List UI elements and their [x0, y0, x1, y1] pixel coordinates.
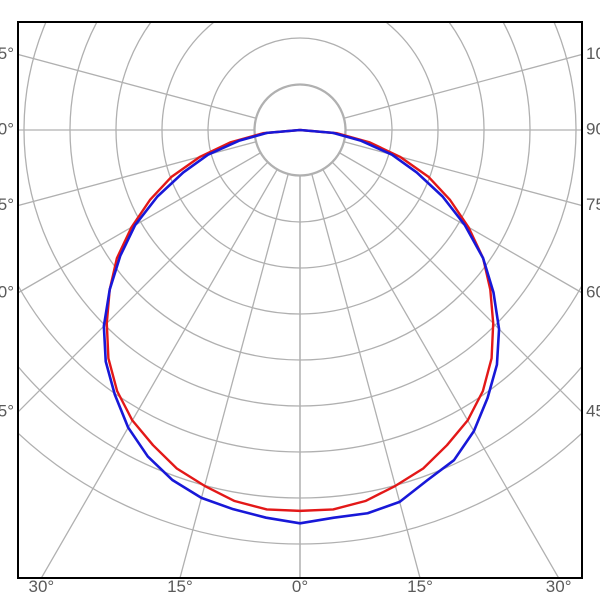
angle-label: 45°: [0, 401, 14, 420]
angle-label: 90°: [0, 119, 14, 138]
angle-label: 15°: [167, 577, 193, 596]
angle-label: 15°: [407, 577, 433, 596]
angle-label: 90°: [586, 119, 600, 138]
angle-label: 0°: [292, 577, 308, 596]
angle-label: 30°: [546, 577, 572, 596]
angle-label: 75°: [586, 195, 600, 214]
angle-label: 30°: [28, 577, 54, 596]
angle-label: 75°: [0, 195, 14, 214]
angle-label: 60°: [0, 282, 14, 301]
angle-label: 60°: [586, 282, 600, 301]
polar-chart: 0° 15° 15° 30° 30° 45° 45° 60° 60° 75° 75° 90° 90° 10…: [0, 0, 600, 600]
angle-label: 105°: [586, 44, 600, 63]
chart-canvas: 0° 15° 15° 30° 30° 45° 45° 60° 60° 75° 75° 90° 90° 10…: [0, 0, 600, 600]
angle-label: 105°: [0, 44, 14, 63]
angle-label: 45°: [586, 401, 600, 420]
